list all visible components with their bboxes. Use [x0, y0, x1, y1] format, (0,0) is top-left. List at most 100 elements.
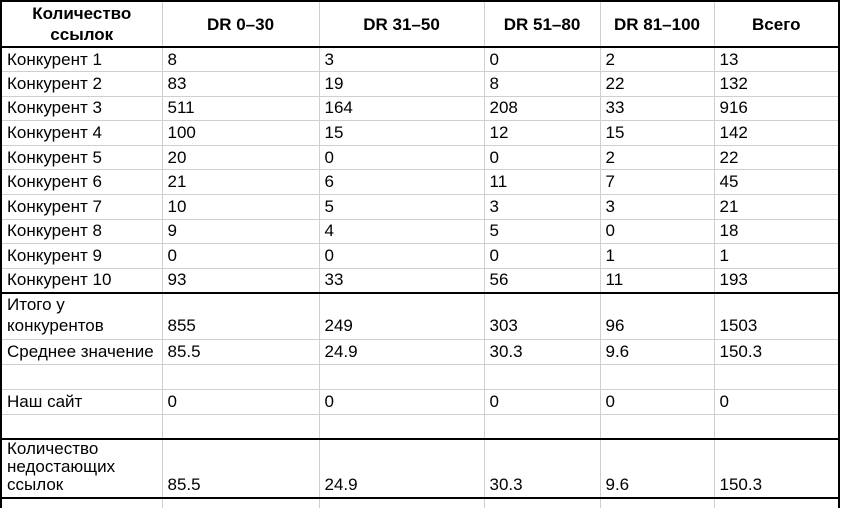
value-cell[interactable]: 30.3	[483, 338, 601, 365]
value-cell[interactable]: 93	[161, 267, 320, 294]
row-label-cell[interactable]: Конкурент 2	[0, 71, 163, 97]
value-cell[interactable]: 12	[483, 120, 601, 146]
row-label-cell[interactable]	[0, 413, 163, 440]
value-cell[interactable]	[713, 413, 840, 440]
value-cell[interactable]: 8	[161, 46, 320, 73]
column-header-dr-0-30[interactable]: DR 0–30	[161, 0, 320, 48]
value-cell[interactable]: 22	[599, 71, 715, 97]
value-cell[interactable]: 11	[483, 169, 601, 196]
value-cell[interactable]: 0	[318, 243, 485, 269]
value-cell[interactable]: 3	[599, 194, 715, 220]
value-cell[interactable]: 45	[713, 169, 840, 196]
value-cell[interactable]	[318, 413, 485, 440]
value-cell[interactable]	[599, 363, 715, 390]
value-cell[interactable]: 30.3	[483, 438, 601, 500]
value-cell[interactable]: 164	[318, 95, 485, 122]
value-cell[interactable]: 2	[599, 46, 715, 73]
value-cell[interactable]: 4	[318, 218, 485, 245]
value-cell[interactable]: 916	[713, 95, 840, 122]
value-cell[interactable]	[713, 497, 840, 509]
value-cell[interactable]: 56	[483, 267, 601, 294]
value-cell[interactable]: 1503	[713, 291, 840, 340]
value-cell[interactable]: 20	[161, 144, 320, 171]
row-label-cell[interactable]: Конкурент 1	[0, 46, 163, 73]
value-cell[interactable]: 0	[599, 388, 715, 415]
row-label-cell[interactable]	[0, 363, 163, 390]
value-cell[interactable]: 0	[483, 46, 601, 73]
value-cell[interactable]: 2	[599, 144, 715, 171]
value-cell[interactable]: 142	[713, 120, 840, 146]
value-cell[interactable]: 10	[161, 194, 320, 220]
value-cell[interactable]	[483, 497, 601, 509]
column-header-dr-31-50[interactable]: DR 31–50	[318, 0, 485, 48]
row-label-cell[interactable]	[0, 497, 163, 509]
value-cell[interactable]: 1	[713, 243, 840, 269]
row-label-cell[interactable]: Наш сайт	[0, 388, 163, 415]
value-cell[interactable]: 249	[318, 291, 485, 340]
row-label-cell[interactable]: Конкурент 8	[0, 218, 163, 245]
value-cell[interactable]: 9.6	[599, 338, 715, 365]
value-cell[interactable]: 193	[713, 267, 840, 294]
value-cell[interactable]: 0	[599, 218, 715, 245]
value-cell[interactable]	[318, 497, 485, 509]
value-cell[interactable]: 7	[599, 169, 715, 196]
value-cell[interactable]: 9	[161, 218, 320, 245]
row-label-cell[interactable]: Конкурент 3	[0, 95, 163, 122]
row-label-cell[interactable]: Итого у конкурентов	[0, 291, 163, 340]
value-cell[interactable]: 18	[713, 218, 840, 245]
row-label-cell[interactable]: Конкурент 6	[0, 169, 163, 196]
value-cell[interactable]: 132	[713, 71, 840, 97]
column-header-dr-51-80[interactable]: DR 51–80	[483, 0, 601, 48]
value-cell[interactable]: 0	[318, 144, 485, 171]
column-header-total[interactable]: Всего	[713, 0, 840, 48]
column-header-dr-81-100[interactable]: DR 81–100	[599, 0, 715, 48]
value-cell[interactable]: 100	[161, 120, 320, 146]
row-label-cell[interactable]: Конкурент 10	[0, 267, 163, 294]
value-cell[interactable]: 3	[483, 194, 601, 220]
value-cell[interactable]: 0	[483, 243, 601, 269]
value-cell[interactable]: 3	[318, 46, 485, 73]
value-cell[interactable]	[483, 363, 601, 390]
value-cell[interactable]: 150.3	[713, 438, 840, 500]
value-cell[interactable]	[161, 363, 320, 390]
value-cell[interactable]: 83	[161, 71, 320, 97]
value-cell[interactable]: 85.5	[161, 438, 320, 500]
row-label-cell[interactable]: Конкурент 9	[0, 243, 163, 269]
value-cell[interactable]: 33	[599, 95, 715, 122]
value-cell[interactable]: 0	[161, 243, 320, 269]
value-cell[interactable]: 19	[318, 71, 485, 97]
value-cell[interactable]: 5	[483, 218, 601, 245]
value-cell[interactable]: 9.6	[599, 438, 715, 500]
value-cell[interactable]	[599, 497, 715, 509]
value-cell[interactable]: 5	[318, 194, 485, 220]
value-cell[interactable]	[483, 413, 601, 440]
value-cell[interactable]: 21	[161, 169, 320, 196]
value-cell[interactable]: 150.3	[713, 338, 840, 365]
value-cell[interactable]: 855	[161, 291, 320, 340]
value-cell[interactable]: 303	[483, 291, 601, 340]
value-cell[interactable]: 96	[599, 291, 715, 340]
value-cell[interactable]: 0	[483, 388, 601, 415]
value-cell[interactable]: 0	[713, 388, 840, 415]
row-label-cell[interactable]: Конкурент 5	[0, 144, 163, 171]
value-cell[interactable]: 0	[318, 388, 485, 415]
value-cell[interactable]: 511	[161, 95, 320, 122]
value-cell[interactable]	[713, 363, 840, 390]
value-cell[interactable]: 85.5	[161, 338, 320, 365]
value-cell[interactable]: 0	[483, 144, 601, 171]
value-cell[interactable]: 6	[318, 169, 485, 196]
value-cell[interactable]: 1	[599, 243, 715, 269]
corner-header-cell[interactable]: Количество ссылок	[0, 0, 163, 48]
value-cell[interactable]	[161, 497, 320, 509]
value-cell[interactable]: 0	[161, 388, 320, 415]
value-cell[interactable]: 24.9	[318, 338, 485, 365]
value-cell[interactable]: 13	[713, 46, 840, 73]
value-cell[interactable]: 22	[713, 144, 840, 171]
row-label-cell[interactable]: Конкурент 7	[0, 194, 163, 220]
value-cell[interactable]: 208	[483, 95, 601, 122]
value-cell[interactable]: 8	[483, 71, 601, 97]
value-cell[interactable]: 33	[318, 267, 485, 294]
value-cell[interactable]	[161, 413, 320, 440]
value-cell[interactable]: 15	[599, 120, 715, 146]
row-label-cell[interactable]: Количество недостающих ссылок	[0, 438, 163, 500]
